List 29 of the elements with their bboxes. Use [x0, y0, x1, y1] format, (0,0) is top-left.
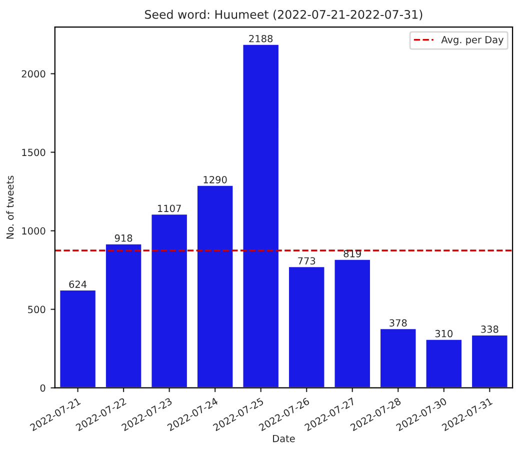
y-tick-label: 2000 [22, 70, 46, 78]
y-tick-label: 1000 [22, 227, 46, 235]
data-label: 310 [435, 330, 453, 338]
x-axis-title: Date [273, 434, 295, 442]
bar [288, 266, 326, 388]
chart-title: Seed word: Huumeet (2022-07-21-2022-07-31) [145, 10, 422, 20]
y-axis-title: No. of tweets [6, 176, 14, 239]
data-label: 378 [390, 319, 407, 327]
bar [242, 43, 280, 388]
data-label: 773 [298, 257, 316, 265]
y-tick-label: 500 [28, 306, 46, 314]
data-label: 1290 [204, 176, 227, 184]
bar [58, 289, 97, 388]
bar [424, 338, 463, 388]
bar [196, 184, 234, 388]
data-label: 819 [344, 250, 361, 258]
data-label: 2188 [249, 34, 273, 42]
bar [104, 242, 143, 388]
legend-label: Avg. per Day [441, 36, 504, 46]
bar [333, 258, 372, 388]
bar [150, 213, 188, 388]
y-tick-label: 1500 [22, 148, 46, 156]
data-label: 918 [114, 234, 132, 242]
bar [470, 334, 509, 388]
data-label: 1107 [158, 204, 181, 212]
y-tick-label: 0 [40, 384, 46, 392]
data-label: 338 [481, 326, 498, 333]
bar [379, 328, 418, 388]
data-label: 624 [69, 280, 87, 288]
